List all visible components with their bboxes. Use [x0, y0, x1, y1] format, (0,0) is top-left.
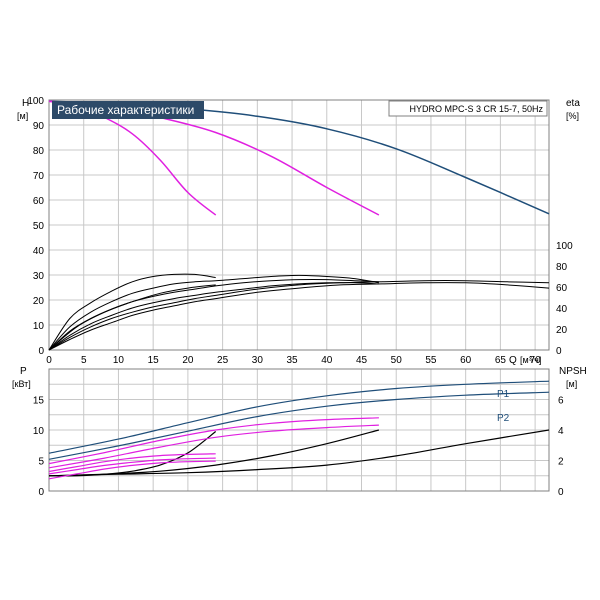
- npsh-y-tick: 6: [558, 396, 564, 407]
- power-axis-unit: [кВт]: [12, 379, 31, 389]
- head-y-tick: 70: [33, 171, 45, 182]
- head-y-tick: 0: [38, 346, 44, 357]
- flow-x-tick: 35: [286, 355, 298, 366]
- npsh-y-tick: 4: [558, 426, 564, 437]
- power-y-tick: 5: [38, 457, 44, 468]
- flow-x-tick: 30: [252, 355, 264, 366]
- npsh-curve: [48, 431, 217, 477]
- eta-y-tick: 40: [556, 304, 568, 315]
- head-axis-unit: [м]: [17, 111, 28, 121]
- model-label: HYDRO MPC-S 3 CR 15-7, 50Hz: [409, 104, 543, 114]
- head-axis-label: H: [22, 98, 29, 109]
- flow-x-tick: 65: [495, 355, 507, 366]
- power-curve-partial: [48, 460, 216, 480]
- power-y-ticks: 0 5 10 15: [33, 396, 45, 499]
- head-y-tick: 90: [33, 121, 45, 132]
- flow-x-tick: 25: [217, 355, 229, 366]
- flow-x-tick: 10: [113, 355, 125, 366]
- eta-y-tick: 80: [556, 262, 568, 273]
- power-series-group: [48, 380, 550, 480]
- eta-axis-label: eta: [566, 98, 580, 109]
- npsh-axis-unit: [м]: [566, 379, 577, 389]
- power-curve-partial: [48, 417, 379, 465]
- power-curve-p1: [48, 380, 550, 454]
- npsh-curve: [48, 429, 550, 477]
- head-y-tick: 30: [33, 271, 45, 282]
- eta-y-tick: 100: [556, 241, 573, 252]
- eta-curve: [48, 279, 379, 351]
- flow-x-tick: 40: [321, 355, 333, 366]
- power-y-tick: 15: [33, 396, 45, 407]
- head-y-tick: 40: [33, 246, 45, 257]
- flow-x-tick: 60: [460, 355, 472, 366]
- head-y-tick: 20: [33, 296, 45, 307]
- flow-x-tick: 45: [356, 355, 368, 366]
- power-curve-partial: [48, 453, 216, 473]
- flow-axis-unit: [м³/ч]: [520, 355, 541, 365]
- chart-title: Рабочие характеристики: [57, 103, 194, 117]
- power-y-tick: 0: [38, 487, 44, 498]
- eta-y-tick: 60: [556, 283, 568, 294]
- eta-curve: [48, 274, 379, 351]
- flow-x-tick: 20: [182, 355, 194, 366]
- eta-curve: [48, 282, 379, 351]
- legend-p2: P2: [497, 413, 510, 424]
- head-y-tick: 50: [33, 221, 45, 232]
- power-curve-p2: [48, 391, 550, 460]
- npsh-axis-label: NPSH: [559, 366, 587, 377]
- eta-curve: [48, 282, 550, 351]
- eta-curve: [48, 280, 550, 351]
- power-y-tick: 10: [33, 426, 45, 437]
- power-curve-partial: [48, 457, 216, 475]
- eta-y-tick: 20: [556, 325, 568, 336]
- title-background: [52, 101, 204, 119]
- flow-axis-label: Q: [509, 355, 517, 366]
- legend-p1: P1: [497, 389, 510, 400]
- head-y-tick: 100: [27, 96, 44, 107]
- head-y-tick: 80: [33, 146, 45, 157]
- eta-y-ticks: 0 20 40 60 80 100: [556, 241, 573, 357]
- head-plot-frame: [48, 99, 550, 351]
- eta-y-tick: 0: [556, 346, 562, 357]
- model-label-box: [388, 100, 548, 117]
- flow-x-tick: 50: [391, 355, 403, 366]
- npsh-y-ticks: 0 2 4 6: [558, 396, 564, 499]
- npsh-y-tick: 0: [558, 487, 564, 498]
- head-y-ticks: 0 10 20 30 40 50 60 70 80 90 100: [27, 96, 44, 357]
- flow-x-tick: 55: [425, 355, 437, 366]
- head-y-tick: 10: [33, 321, 45, 332]
- head-x-ticks: 0 5 10 15 20 25 30 35 40 45 50 55 60 65 70: [46, 355, 541, 366]
- head-y-tick: 60: [33, 196, 45, 207]
- power-curve-partial: [48, 424, 379, 469]
- flow-x-tick: 5: [81, 355, 87, 366]
- eta-curve: [48, 273, 216, 351]
- flow-x-tick: 0: [46, 355, 52, 366]
- eta-axis-unit: [%]: [566, 111, 579, 121]
- power-axis-label: P: [20, 366, 27, 377]
- flow-x-tick: 70: [530, 355, 542, 366]
- npsh-y-tick: 2: [558, 457, 564, 468]
- flow-x-tick: 15: [148, 355, 160, 366]
